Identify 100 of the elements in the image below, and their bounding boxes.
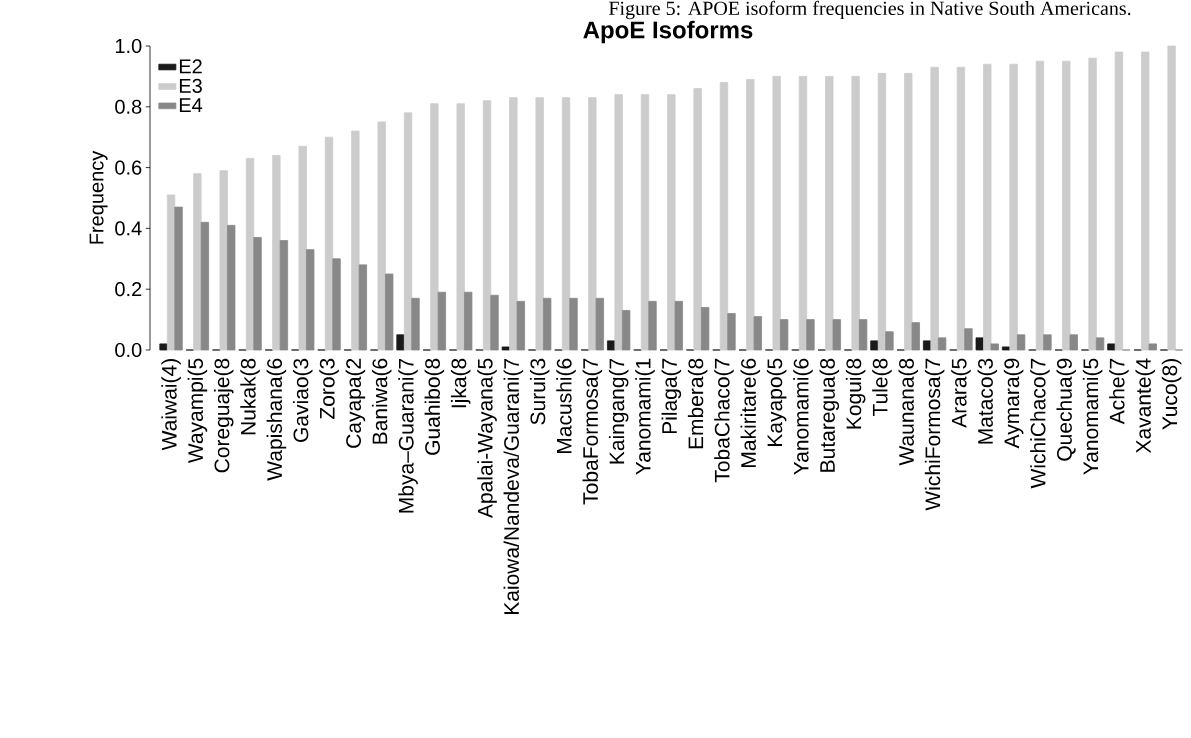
caption: Figure 5: APOE isoform frequencies in Native South Americans. <box>608 0 1131 20</box>
bar <box>832 319 841 351</box>
bar <box>351 130 360 351</box>
bar <box>490 294 499 351</box>
x-tick-label: Baniwa(6 <box>371 358 392 444</box>
y-tick-label: 0.2 <box>115 282 142 297</box>
bar <box>727 313 736 351</box>
x-tick-label: Yanomami(1 <box>635 358 655 475</box>
x-tick-label: Tule(8 <box>872 358 892 417</box>
bar <box>1069 334 1078 351</box>
bar <box>306 249 315 351</box>
bar <box>430 103 439 351</box>
x-tick-label: Wayampi(5 <box>187 358 208 464</box>
bar <box>1016 334 1026 351</box>
bar <box>324 136 334 351</box>
x-tick-label: WichiFormosa(7 <box>924 358 945 511</box>
bar <box>964 328 973 351</box>
bar <box>648 300 657 351</box>
bar <box>693 88 702 351</box>
x-tick-label: Pilaga(7 <box>661 358 682 434</box>
x-tick-label: Mbya–Guarani(7 <box>398 358 418 513</box>
bar <box>1062 60 1071 351</box>
bar <box>983 63 992 351</box>
bar <box>569 297 578 351</box>
x-tick-label: Gaviao(3 <box>292 358 313 442</box>
x-tick-label: Kayapo(5 <box>766 358 787 446</box>
bar <box>437 291 447 351</box>
bar <box>501 346 510 351</box>
x-tick-label: Ache(7 <box>1109 358 1129 425</box>
bar <box>825 75 834 351</box>
bar <box>851 75 860 351</box>
y-tick-label: 0.4 <box>115 221 142 236</box>
bar <box>622 310 631 351</box>
x-tick-label: WichiChaco(7 <box>1030 358 1050 489</box>
bar <box>1088 57 1097 351</box>
bar <box>588 97 597 351</box>
bar <box>1095 337 1105 351</box>
bar <box>674 300 683 351</box>
bar <box>1043 334 1052 351</box>
bar <box>667 94 676 351</box>
bar <box>561 97 571 351</box>
x-tick-label: Yuco(8) <box>1161 359 1182 430</box>
y-tick-label: 0.6 <box>115 160 142 175</box>
x-tick-label: Aymara(9 <box>1003 358 1024 449</box>
x-tick-label: Butaregua(8 <box>819 358 840 472</box>
bar <box>975 337 984 351</box>
bar <box>332 258 341 351</box>
bar <box>719 82 729 351</box>
bar <box>870 340 879 351</box>
bar <box>1114 51 1124 351</box>
x-tick-label: Yanomami(6 <box>793 358 813 475</box>
x-tick-label: Waiwai(4) <box>161 359 181 451</box>
legend-label: E3 <box>179 78 202 93</box>
bar <box>159 343 168 351</box>
bar <box>990 343 999 351</box>
bar <box>543 297 552 351</box>
bar <box>358 264 368 351</box>
bar <box>640 94 650 351</box>
x-tick-label: Waunana(8 <box>898 358 919 466</box>
x-tick-label: Ijka(8 <box>450 358 471 408</box>
bar <box>272 155 281 351</box>
bar <box>253 237 262 351</box>
x-tick-label: Wapishana(6 <box>266 358 287 481</box>
y-axis-title: Frequency <box>89 150 108 244</box>
bar <box>922 340 932 351</box>
bar <box>1167 45 1176 351</box>
x-tick-label: Kaiowa/Nandeva/Guarani(7 <box>503 358 524 615</box>
x-tick-label: Apalai-Wayana(5 <box>477 358 497 519</box>
bar <box>1107 343 1116 351</box>
x-tick-label: Zoro(3 <box>319 358 339 419</box>
x-tick-label: Nukak(8 <box>240 358 260 435</box>
bar <box>516 300 525 351</box>
x-tick-label: Yanomami(5 <box>1082 358 1103 475</box>
bar <box>1009 63 1018 351</box>
bar <box>753 316 762 351</box>
bar <box>411 297 420 351</box>
bar <box>877 72 887 351</box>
bar <box>1001 346 1011 351</box>
bar <box>193 173 202 351</box>
bar <box>1141 51 1150 351</box>
bar <box>245 158 255 351</box>
x-tick-label: Embera(8 <box>687 358 708 449</box>
bar <box>614 94 623 351</box>
bar <box>746 79 755 351</box>
bar <box>1035 60 1045 351</box>
x-tick-label: Kogui(8 <box>845 358 866 429</box>
bar <box>858 319 868 351</box>
bar <box>219 170 228 351</box>
bar <box>798 75 808 351</box>
x-tick-label: Macushi(6 <box>556 358 576 453</box>
legend-label: E4 <box>179 98 203 112</box>
bar <box>607 340 616 351</box>
bar <box>396 334 405 351</box>
bar <box>509 97 518 351</box>
x-tick-label: TobaFormosa(7 <box>582 358 603 505</box>
bar <box>937 337 947 351</box>
bar <box>885 331 894 351</box>
x-tick-label: Quechua(9 <box>1056 358 1077 461</box>
x-tick-label: Cayapa(2 <box>345 358 366 448</box>
bar <box>298 145 307 351</box>
